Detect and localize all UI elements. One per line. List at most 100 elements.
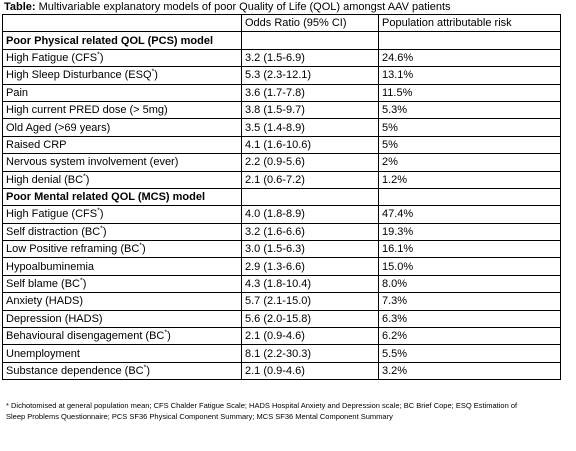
cell: 8.1 (2.2-30.3) [241,344,379,363]
table-row: Unemployment 8.1 (2.2-30.3) 5.5% [2,344,561,363]
cell: 2.1 (0.9-4.6) [241,327,379,346]
empty-cell [241,31,379,50]
cell: 2% [378,153,561,172]
table-row: Self distraction (BC*) 3.2 (1.6-6.6) 19.3% [2,222,561,242]
footnote-mark: * [97,207,100,215]
row-label: Self distraction (BC*) [2,222,242,242]
cell: 4.1 (1.6-10.6) [241,135,379,155]
footnote-mark: * [164,329,168,337]
row-label: Self blame (BC*) [2,274,242,294]
cell: 2.1 (0.9-4.6) [241,361,379,381]
empty-cell [241,187,379,207]
row-label: Pain [2,83,242,102]
table-row: Hypoalbuminemia 2.9 (1.3-6.6) 15.0% [2,257,561,276]
cell: 15.0% [378,257,561,276]
row-label: High Fatigue (CFS*) [2,205,242,224]
cell: 5.3 (2.3-12.1) [241,66,379,85]
cell: 5.6 (2.0-15.8) [241,309,379,329]
cell: 3.6 (1.7-7.8) [241,83,379,102]
footnote-mark: * [100,225,103,233]
cell: 16.1% [378,240,561,259]
cell: 5.7 (2.1-15.0) [241,292,379,311]
table-row: Substance dependence (BC*) 2.1 (0.9-4.6) 3… [2,361,561,381]
row-label: Raised CRP [2,135,242,155]
footnote-mark: * [151,68,155,76]
row-label: High denial (BC*) [2,170,242,189]
table-row: Low Positive reframing (BC*) 3.0 (1.5-6.3… [2,240,561,259]
section-row: Poor Physical related QOL (PCS) model [2,31,561,50]
row-label: Old Aged (>69 years) [2,118,242,137]
cell: 4.3 (1.8-10.4) [241,274,379,294]
cell: 3.2 (1.5-6.9) [241,48,379,68]
cell: 6.3% [378,309,561,329]
footnote-mark: * [83,173,86,181]
cell: 2.9 (1.3-6.6) [241,257,379,276]
cell: 47.4% [378,205,561,224]
table-row: High denial (BC*) 2.1 (0.6-7.2) 1.2% [2,170,561,189]
cell: 1.2% [378,170,561,189]
cell: 5% [378,118,561,137]
cell: 5% [378,135,561,155]
table-row: High Fatigue (CFS*) 3.2 (1.5-6.9) 24.6% [2,48,561,68]
header-cell [2,13,242,33]
cell: 3.2 (1.6-6.6) [241,222,379,242]
footnote-mark: * [139,242,143,250]
header-row: Odds Ratio (95% CI) Population attributab… [2,13,561,33]
table-row: Anxiety (HADS) 5.7 (2.1-15.0) 7.3% [2,292,561,311]
header-cell: Population attributable risk [378,13,561,33]
cell: 4.0 (1.8-8.9) [241,205,379,224]
table: Odds Ratio (95% CI) Population attributab… [2,13,561,381]
section-row: Poor Mental related QOL (MCS) model [2,187,561,207]
table-row: Pain 3.6 (1.7-7.8) 11.5% [2,83,561,102]
table-row: High Sleep Disturbance (ESQ*) 5.3 (2.3-12… [2,66,561,85]
row-label: Low Positive reframing (BC*) [2,240,242,259]
cell: 5.3% [378,100,561,120]
caption-text: Multivariable explanatory models of poor… [38,1,451,13]
table-body: Odds Ratio (95% CI) Population attributab… [2,13,561,381]
row-label: High current PRED dose (> 5mg) [2,100,242,120]
cell: 5.5% [378,344,561,363]
cell: 6.2% [378,327,561,346]
cell: 11.5% [378,83,561,102]
row-label: Hypoalbuminemia [2,257,242,276]
cell: 2.2 (0.9-5.6) [241,153,379,172]
row-label: Behavioural disengagement (BC*) [2,327,242,346]
table-row: Self blame (BC*) 4.3 (1.8-10.4) 8.0% [2,274,561,294]
table-row: Behavioural disengagement (BC*) 2.1 (0.9-… [2,327,561,346]
table-row: High Fatigue (CFS*) 4.0 (1.8-8.9) 47.4% [2,205,561,224]
cell: 8.0% [378,274,561,294]
cell: 2.1 (0.6-7.2) [241,170,379,189]
cell: 3.0 (1.5-6.3) [241,240,379,259]
row-label: Depression (HADS) [2,309,242,329]
row-label: High Fatigue (CFS*) [2,48,242,68]
table-row: High current PRED dose (> 5mg) 3.8 (1.5-9… [2,100,561,120]
table-caption: Table: Multivariable explanatory models … [4,0,451,14]
cell: 19.3% [378,222,561,242]
table-row: Raised CRP 4.1 (1.6-10.6) 5% [2,135,561,155]
cell: 3.8 (1.5-9.7) [241,100,379,120]
cell: 24.6% [378,48,561,68]
section-title: Poor Mental related QOL (MCS) model [2,187,242,207]
footnote-mark: * [97,51,100,59]
row-label: Substance dependence (BC*) [2,361,242,381]
row-label: Nervous system involvement (ever) [2,153,242,172]
header-cell: Odds Ratio (95% CI) [241,13,379,33]
table-row: Nervous system involvement (ever) 2.2 (0.… [2,153,561,172]
row-label: Anxiety (HADS) [2,292,242,311]
cell: 3.5 (1.4-8.9) [241,118,379,137]
empty-cell [378,31,561,50]
footnote-mark: * [79,277,83,285]
table-row: Depression (HADS) 5.6 (2.0-15.8) 6.3% [2,309,561,329]
cell: 7.3% [378,292,561,311]
section-title: Poor Physical related QOL (PCS) model [2,31,242,50]
caption-label: Table: [4,1,36,13]
empty-cell [378,187,561,207]
cell: 3.2% [378,361,561,381]
cell: 13.1% [378,66,561,85]
footnote: * Dichotomised at general population mea… [6,401,518,421]
footnote-mark: * [143,364,147,372]
row-label: Unemployment [2,344,242,363]
row-label: High Sleep Disturbance (ESQ*) [2,66,242,85]
table-row: Old Aged (>69 years) 3.5 (1.4-8.9) 5% [2,118,561,137]
